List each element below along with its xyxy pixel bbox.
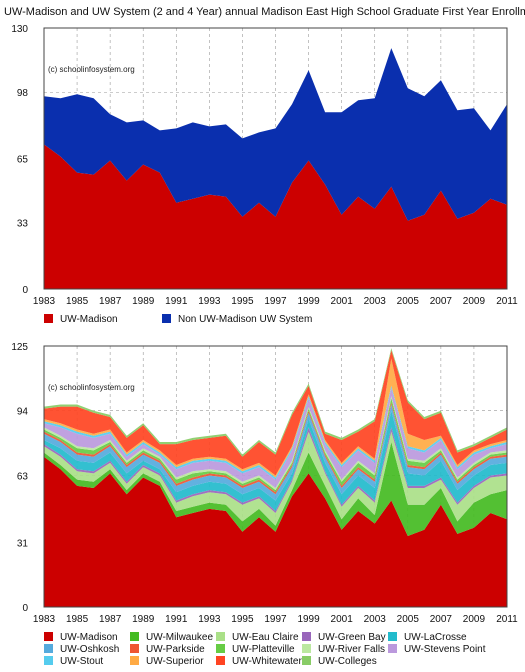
legend-label: UW-Madison (60, 632, 118, 643)
x-tick-label: 2003 (364, 296, 387, 307)
area-series-uw-milwaukee (44, 442, 507, 536)
x-tick-label: 1997 (264, 614, 287, 625)
legend: UW-Madison Non UW-Madison UW System (44, 314, 312, 325)
watermark: (c) schoolinfosystem.org (48, 65, 135, 74)
legend-label: UW-Madison (60, 314, 118, 325)
legend-label: UW-Green Bay (318, 632, 386, 643)
x-tick-label: 2007 (430, 614, 453, 625)
legend-swatch (44, 656, 53, 665)
y-tick-label: 0 (22, 603, 28, 614)
y-tick-label: 33 (17, 219, 29, 230)
legend-label: UW-Milwaukee (146, 632, 213, 643)
legend-swatch (130, 656, 139, 665)
legend-swatch (130, 644, 139, 653)
watermark: (c) schoolinfosystem.org (48, 383, 135, 392)
x-tick-label: 1989 (132, 614, 155, 625)
x-tick-label: 2001 (331, 296, 354, 307)
area-series-uw-whitewater (44, 350, 507, 476)
x-tick-label: 1985 (66, 614, 89, 625)
y-tick-label: 130 (11, 24, 28, 35)
x-tick-label: 1999 (297, 614, 320, 625)
legend-swatch (44, 644, 53, 653)
chart-title: UW-Madison and UW System (2 and 4 Year) … (4, 6, 525, 18)
x-tick-label: 1993 (198, 296, 221, 307)
x-tick-label: 1993 (198, 614, 221, 625)
plot-frame-border (43, 345, 508, 608)
x-tick-label: 2005 (397, 614, 420, 625)
x-tick-label: 2003 (364, 614, 387, 625)
area-group (44, 48, 507, 289)
y-tick-label: 94 (17, 407, 29, 418)
x-tick-label: 2009 (463, 296, 486, 307)
legend-swatch (302, 644, 311, 653)
area-group (44, 348, 507, 607)
legend-label: UW-Eau Claire (232, 632, 299, 643)
plot-frame-border (43, 27, 508, 290)
y-tick-label: 125 (11, 342, 28, 353)
legend-swatch (44, 314, 53, 323)
legend-label: UW-River Falls (318, 644, 385, 655)
legend-swatch (302, 656, 311, 665)
x-tick-label: 1991 (165, 296, 188, 307)
x-tick-label: 2011 (496, 614, 518, 625)
x-tick-label: 1985 (66, 296, 89, 307)
y-tick-label: 98 (17, 88, 29, 99)
legend-swatch (130, 632, 139, 641)
y-tick-label: 0 (22, 285, 28, 296)
y-tick-label: 63 (17, 471, 29, 482)
legend-label: UW-Parkside (146, 644, 205, 655)
x-tick-label: 1983 (33, 614, 56, 625)
x-tick-label: 1989 (132, 296, 155, 307)
legend-swatch (388, 632, 397, 641)
x-tick-label: 2009 (463, 614, 486, 625)
legend-swatch (216, 632, 225, 641)
x-tick-label: 1995 (231, 614, 254, 625)
legend-label: UW-Whitewater (232, 656, 302, 667)
legend-label: UW-Stout (60, 656, 103, 667)
legend-label: UW-Platteville (232, 644, 295, 655)
area-series-non-uw-madison-uw-system (44, 48, 507, 221)
y-tick-label: 31 (17, 538, 29, 549)
x-tick-label: 1995 (231, 296, 254, 307)
x-tick-label: 2005 (397, 296, 420, 307)
legend-swatch (216, 656, 225, 665)
x-tick-label: 1987 (99, 614, 122, 625)
x-tick-label: 1999 (297, 296, 320, 307)
legend-label: UW-Colleges (318, 656, 377, 667)
chart-panel-1: 0 33 65 98 130 1983 1985 1987 1989 1991 1993 1995 19… (11, 24, 518, 325)
legend-label: Non UW-Madison UW System (178, 314, 312, 325)
legend-swatch (216, 644, 225, 653)
legend-swatch (388, 644, 397, 653)
legend-label: UW-Stevens Point (404, 644, 486, 655)
legend-swatch (44, 632, 53, 641)
legend-label: UW-Superior (146, 656, 204, 667)
legend: UW-Madison UW-Milwaukee UW-Eau Claire UW-Gr… (44, 632, 486, 667)
x-tick-label: 1991 (165, 614, 188, 625)
chart-panel-2: 0 31 63 94 125 1983 1985 1987 1989 1991 1993 1995 19… (11, 342, 518, 667)
area-series-uw-madison (44, 456, 507, 607)
x-tick-label: 1997 (264, 296, 287, 307)
x-tick-label: 2011 (496, 296, 518, 307)
legend-label: UW-LaCrosse (404, 632, 467, 643)
x-tick-label: 2007 (430, 296, 453, 307)
area-series-uw-eau-claire (44, 431, 507, 526)
legend-swatch (162, 314, 171, 323)
x-tick-label: 1983 (33, 296, 56, 307)
legend-swatch (302, 632, 311, 641)
x-tick-label: 2001 (331, 614, 354, 625)
x-tick-label: 1987 (99, 296, 122, 307)
y-tick-label: 65 (17, 155, 29, 166)
legend-label: UW-Oshkosh (60, 644, 119, 655)
